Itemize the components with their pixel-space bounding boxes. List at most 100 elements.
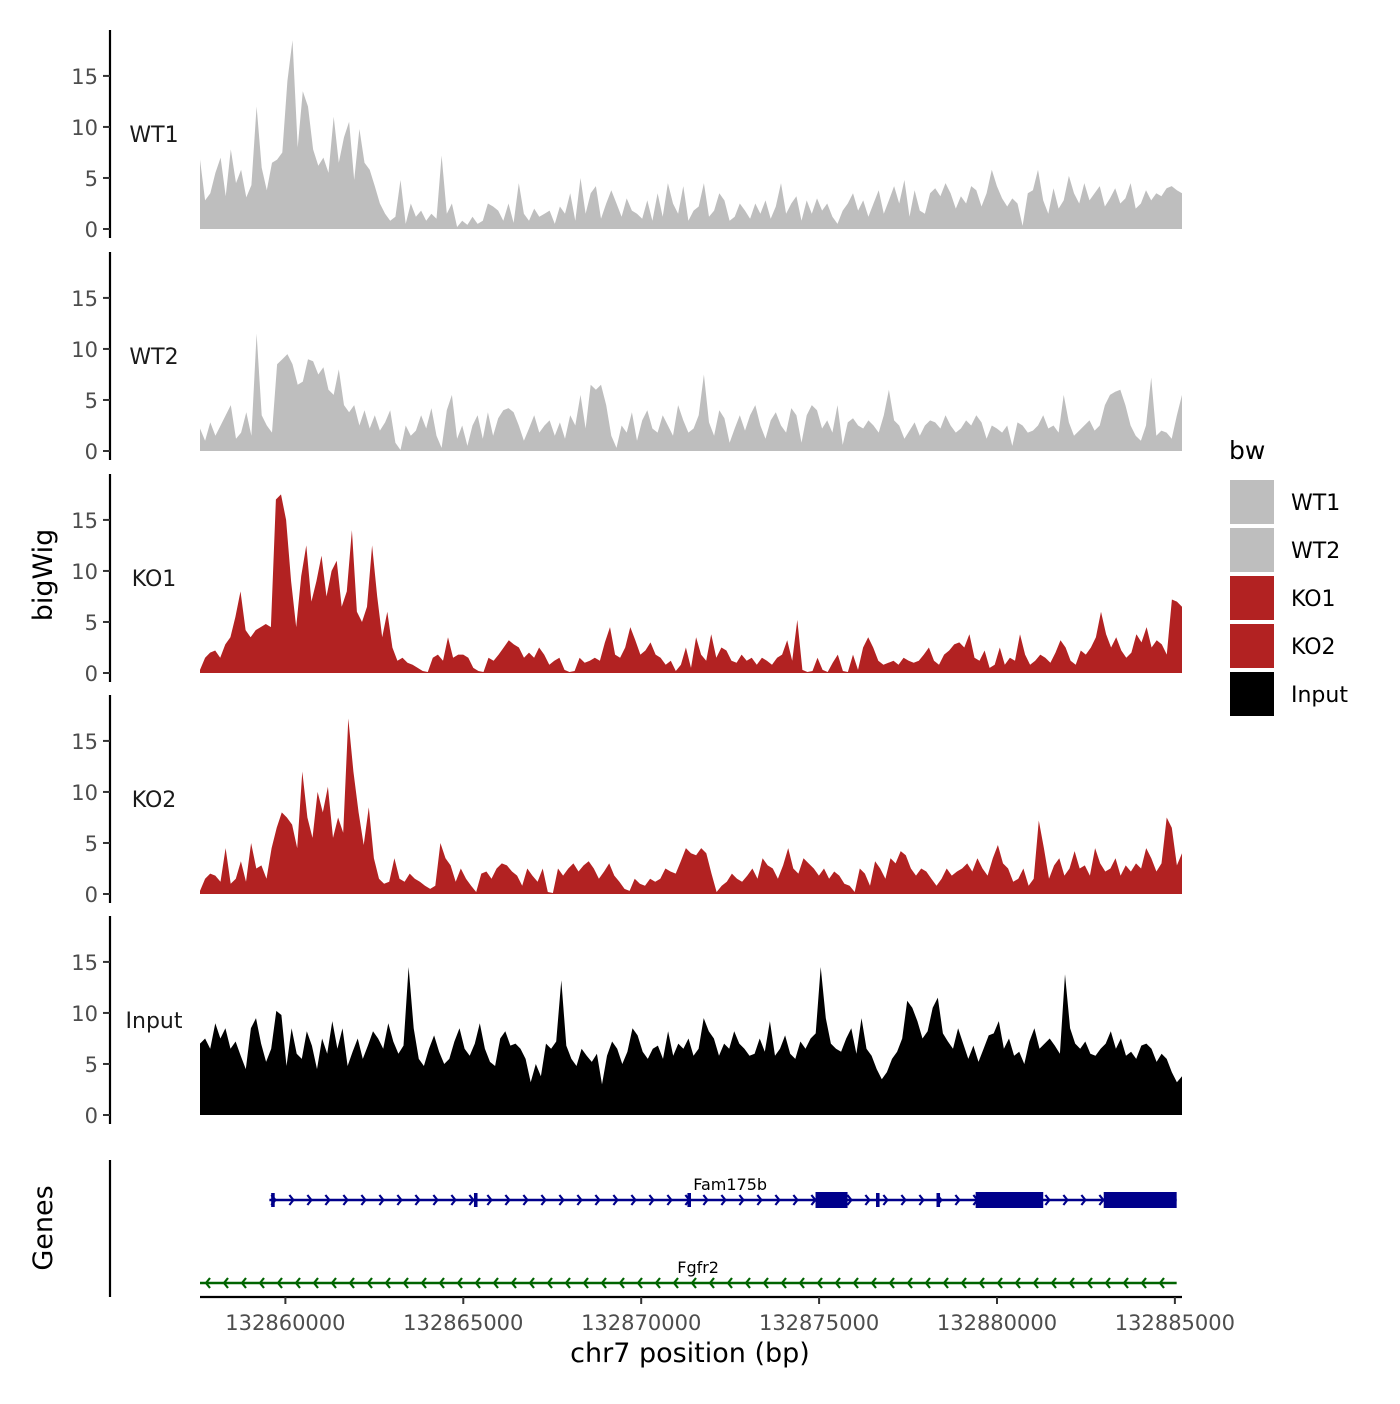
strand-arrow: [810, 1194, 817, 1206]
strand-arrow: [540, 1194, 547, 1206]
y-tick-label: 5: [85, 167, 98, 191]
strand-arrow: [306, 1194, 313, 1206]
strand-arrow: [612, 1194, 619, 1206]
strand-arrow: [294, 1277, 301, 1289]
exon-block: [1103, 1192, 1177, 1208]
track-label: WT2: [129, 345, 178, 370]
strand-arrow: [504, 1194, 511, 1206]
strand-arrow: [666, 1194, 673, 1206]
y-tick-label: 10: [71, 560, 98, 584]
strand-arrow: [774, 1194, 781, 1206]
track-label: Input: [126, 1009, 183, 1034]
x-tick-label: 132860000: [225, 1311, 345, 1335]
signal-area-ko2: [200, 718, 1182, 894]
legend-label: KO2: [1291, 635, 1336, 660]
strand-arrow: [528, 1277, 535, 1289]
strand-arrow: [348, 1277, 355, 1289]
track-wt1: 0 5 10 15 WT1: [71, 30, 1182, 242]
strand-arrow: [1032, 1277, 1039, 1289]
exon-block: [687, 1193, 691, 1207]
legend-item-wt2: WT2: [1230, 528, 1340, 572]
legend-swatch: [1230, 528, 1274, 572]
gene-name-label: Fam175b: [693, 1175, 767, 1194]
y-tick-label: 15: [71, 509, 98, 533]
strand-arrow: [378, 1194, 385, 1206]
strand-arrow: [1122, 1277, 1129, 1289]
strand-arrow: [222, 1277, 229, 1289]
strand-arrow: [402, 1277, 409, 1289]
strand-arrow: [492, 1277, 499, 1289]
strand-arrow: [1086, 1277, 1093, 1289]
y-tick-label: 5: [85, 389, 98, 413]
strand-arrow: [582, 1277, 589, 1289]
strand-arrow: [1158, 1277, 1165, 1289]
strand-arrow: [1044, 1194, 1051, 1206]
strand-arrow: [558, 1194, 565, 1206]
strand-arrow: [648, 1194, 655, 1206]
legend-label: WT2: [1291, 539, 1340, 564]
strand-arrow: [420, 1277, 427, 1289]
strand-arrow: [456, 1277, 463, 1289]
strand-arrow: [330, 1277, 337, 1289]
y-tick-label: 10: [71, 781, 98, 805]
strand-arrow: [366, 1277, 373, 1289]
y-tick-label: 15: [71, 730, 98, 754]
legend-item-ko1: KO1: [1230, 576, 1336, 620]
strand-arrow: [1080, 1194, 1087, 1206]
exon-block: [271, 1193, 275, 1207]
strand-arrow: [204, 1277, 211, 1289]
y-tick-label: 5: [85, 611, 98, 635]
gene-fgfr2: Fgfr2: [200, 1258, 1177, 1289]
strand-arrow: [708, 1277, 715, 1289]
strand-arrow: [924, 1277, 931, 1289]
strand-arrow: [258, 1277, 265, 1289]
strand-arrow: [288, 1194, 295, 1206]
x-tick-label: 132865000: [403, 1311, 523, 1335]
strand-arrow: [618, 1277, 625, 1289]
legend-swatch: [1230, 672, 1274, 716]
legend-item-wt1: WT1: [1230, 480, 1340, 524]
gene-name-label: Fgfr2: [677, 1258, 719, 1277]
legend-item-ko2: KO2: [1230, 624, 1336, 668]
strand-arrow: [918, 1194, 925, 1206]
strand-arrow: [360, 1194, 367, 1206]
strand-arrow: [672, 1277, 679, 1289]
strand-arrow: [576, 1194, 583, 1206]
y-tick-label: 15: [71, 65, 98, 89]
strand-arrow: [906, 1277, 913, 1289]
exon-block: [815, 1192, 848, 1208]
strand-arrow: [996, 1277, 1003, 1289]
exon-block: [876, 1193, 880, 1207]
exon-block: [936, 1193, 941, 1207]
strand-arrow: [438, 1277, 445, 1289]
strand-arrow: [720, 1194, 727, 1206]
strand-arrow: [396, 1194, 403, 1206]
track-label: KO2: [132, 788, 177, 813]
strand-arrow: [342, 1194, 349, 1206]
y-tick-label: 10: [71, 1002, 98, 1026]
track-label: KO1: [132, 567, 177, 592]
legend-swatch: [1230, 576, 1274, 620]
strand-arrow: [744, 1277, 751, 1289]
y-tick-label: 10: [71, 116, 98, 140]
legend-swatch: [1230, 480, 1274, 524]
strand-arrow: [900, 1194, 907, 1206]
x-tick-label: 132870000: [581, 1311, 701, 1335]
strand-arrow: [1068, 1277, 1075, 1289]
y-tick-label: 0: [85, 218, 98, 242]
strand-arrow: [474, 1277, 481, 1289]
strand-arrow: [630, 1194, 637, 1206]
strand-arrow: [954, 1194, 961, 1206]
strand-arrow: [636, 1277, 643, 1289]
track-wt2: 0 5 10 15 WT2: [71, 252, 1182, 464]
exon-block: [975, 1192, 1044, 1208]
y-tick-label: 5: [85, 832, 98, 856]
strand-arrow: [312, 1277, 319, 1289]
strand-arrow: [882, 1194, 889, 1206]
strand-arrow: [522, 1194, 529, 1206]
strand-arrow: [726, 1277, 733, 1289]
strand-arrow: [486, 1194, 493, 1206]
x-axis-label: chr7 position (bp): [570, 1338, 810, 1369]
legend-label: KO1: [1291, 587, 1336, 612]
